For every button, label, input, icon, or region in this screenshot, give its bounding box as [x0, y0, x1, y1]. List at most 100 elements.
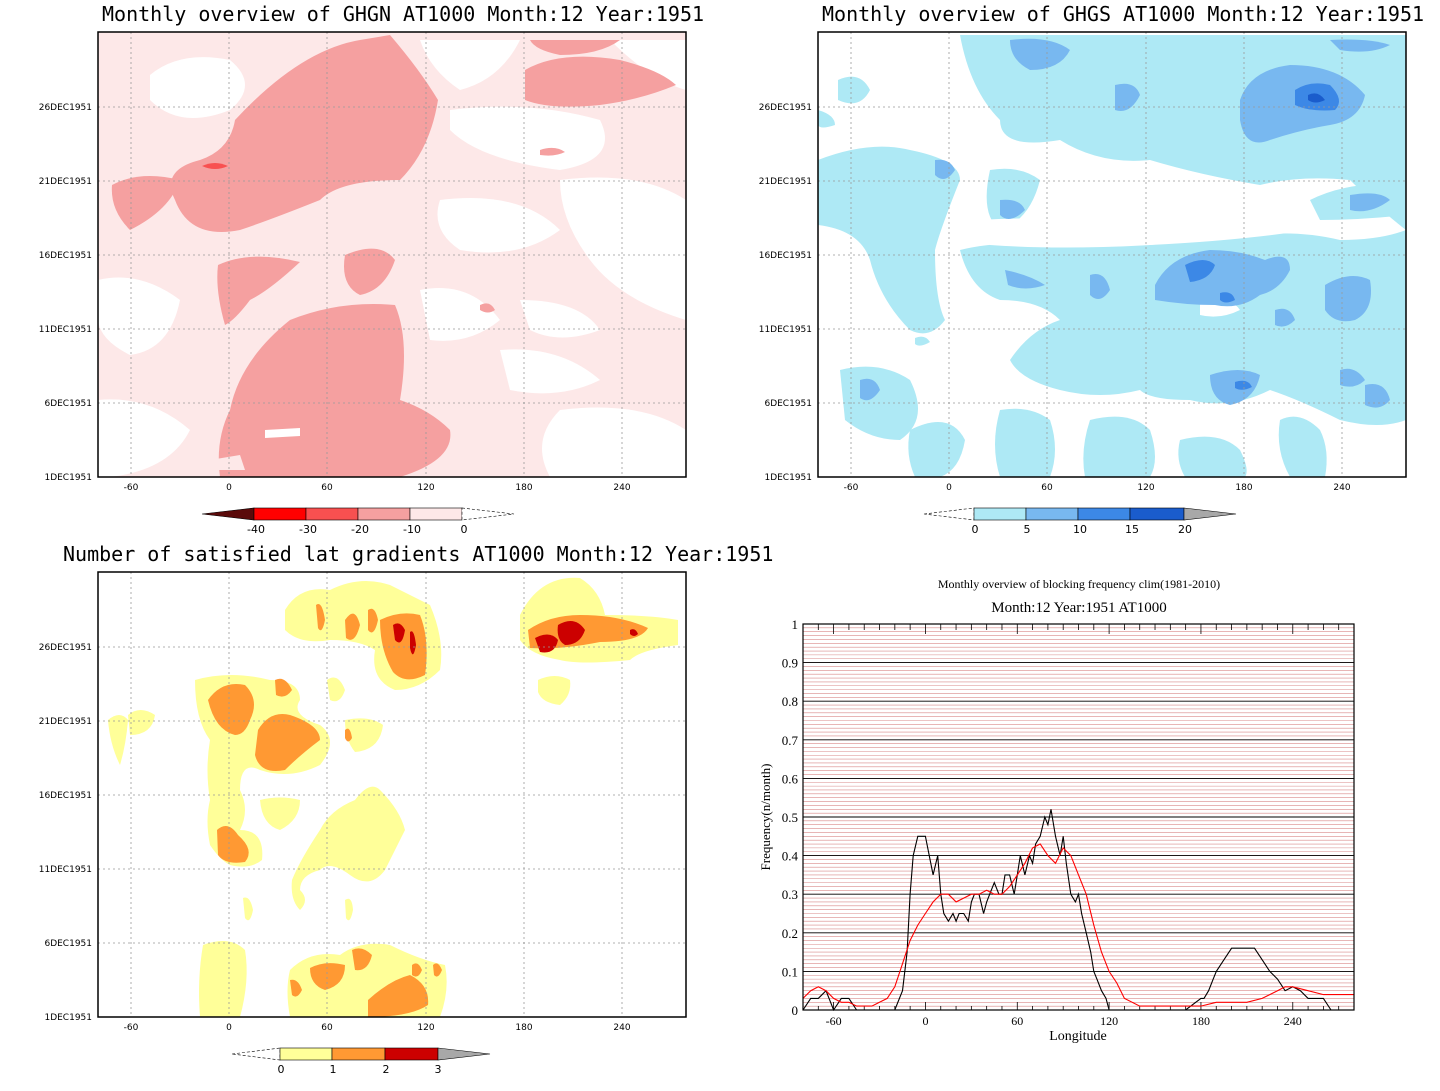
chart-x-tick-label: 60	[1011, 1014, 1023, 1028]
gradients-y-tick: 6DEC1951	[44, 939, 92, 949]
chart-y-tick-label: 1	[792, 617, 799, 632]
ghgs-x-tick: -60	[844, 483, 859, 493]
ghgn-x-tick: -60	[124, 483, 139, 493]
ghgn-colorbar-label: -30	[299, 523, 317, 536]
chart-y-axis-label: Frequency(n/month)	[758, 764, 773, 871]
ghgs-y-tick: 1DEC1951	[764, 473, 812, 483]
ghgn-y-tick: 21DEC1951	[39, 177, 92, 187]
ghgn-x-tick: 0	[226, 483, 232, 493]
ghgn-colorbar-label: 0	[461, 523, 468, 536]
chart-series-line-red	[802, 843, 1354, 1007]
ghgn-colorbar-label: -40	[247, 523, 265, 536]
ghgs-x-tick: 60	[1041, 483, 1053, 493]
ghgs-x-tick: 240	[1333, 483, 1350, 493]
ghgn-y-tick: 1DEC1951	[44, 473, 92, 483]
gradients-x-tick: 180	[515, 1023, 532, 1033]
ghgs-map-title: Monthly overview of GHGS AT1000 Month:12…	[822, 2, 1425, 26]
chart-x-tick-label: 240	[1284, 1014, 1302, 1028]
ghgs-y-tick: 11DEC1951	[759, 325, 812, 335]
ghgn-map-title: Monthly overview of GHGN AT1000 Month:12…	[102, 2, 705, 26]
ghgs-x-tick: 120	[1137, 483, 1154, 493]
gradients-colorbar: 0 1 2 3	[231, 1047, 491, 1076]
gradients-x-tick-labels: -60 0 60 120 180 240	[124, 1023, 631, 1033]
chart-subtitle: Month:12 Year:1951 AT1000	[991, 600, 1166, 616]
ghgn-colorbar: -40 -30 -20 -10 0	[201, 507, 515, 536]
gradients-y-tick-labels: 1DEC1951 6DEC1951 11DEC1951 16DEC1951 21…	[39, 643, 92, 1023]
gradients-x-tick: -60	[124, 1023, 139, 1033]
chart-y-tick-label: 0.8	[782, 694, 798, 709]
chart-y-tick-label: 0.3	[782, 887, 798, 902]
chart-series	[802, 809, 1354, 1012]
ghgs-x-tick-labels: -60 0 60 120 180 240	[844, 483, 1351, 493]
gradients-y-tick: 21DEC1951	[39, 717, 92, 727]
gradients-x-tick: 60	[321, 1023, 333, 1033]
chart-y-tick-label: 0.6	[782, 771, 799, 786]
gradients-colorbar-label: 0	[278, 1063, 285, 1076]
chart-x-tick-label: -60	[826, 1014, 842, 1028]
ghgs-map-panel: -60 0 60 120 180 240 1DEC1951 6DEC1951 1…	[759, 31, 1407, 536]
gradients-x-tick: 240	[613, 1023, 630, 1033]
gradients-y-tick: 11DEC1951	[39, 865, 92, 875]
ghgs-frame	[817, 31, 1407, 478]
gradients-y-tick: 26DEC1951	[39, 643, 92, 653]
chart-y-tick-label: 0.1	[782, 964, 798, 979]
ghgs-contours	[818, 32, 1406, 477]
gradients-colorbar-label: 2	[383, 1063, 390, 1076]
ghgn-map-panel: -60 0 60 120 180 240 1DEC1951 6DEC1951 1…	[39, 31, 687, 536]
ghgn-y-tick: 11DEC1951	[39, 325, 92, 335]
ghgn-grid	[98, 32, 686, 477]
gradients-y-tick: 16DEC1951	[39, 791, 92, 801]
gradients-x-tick: 0	[226, 1023, 232, 1033]
gradients-contours	[98, 572, 686, 1017]
ghgs-y-tick: 16DEC1951	[759, 251, 812, 261]
ghgs-grid	[818, 32, 1406, 477]
ghgs-colorbar-label: 20	[1178, 523, 1192, 536]
ghgs-colorbar-label: 5	[1024, 523, 1031, 536]
chart-y-tick-label: 0.4	[782, 849, 799, 864]
chart-background-lines	[803, 627, 1354, 1007]
ghgn-contours	[98, 32, 686, 477]
ghgn-x-tick: 180	[515, 483, 532, 493]
ghgn-x-tick: 240	[613, 483, 630, 493]
gradients-frame	[97, 571, 687, 1018]
chart-x-axis-label: Longitude	[1049, 1029, 1107, 1044]
chart-y-tick-label: 0.9	[782, 656, 798, 671]
chart-y-tick-label: 0.5	[782, 810, 798, 825]
gradients-map-title: Number of satisfied lat gradients AT1000…	[63, 542, 774, 566]
ghgn-x-tick: 60	[321, 483, 333, 493]
ghgs-x-tick: 0	[946, 483, 952, 493]
chart-x-tick-label: 120	[1100, 1014, 1118, 1028]
blocking-frequency-chart: Monthly overview of blocking frequency c…	[758, 577, 1355, 1044]
ghgn-y-tick: 16DEC1951	[39, 251, 92, 261]
gradients-map-panel: -60 0 60 120 180 240 1DEC1951 6DEC1951 1…	[39, 571, 687, 1076]
ghgs-y-tick-labels: 1DEC1951 6DEC1951 11DEC1951 16DEC1951 21…	[759, 103, 812, 483]
ghgn-frame	[97, 31, 687, 478]
ghgs-colorbar-label: 0	[972, 523, 979, 536]
ghgn-x-tick-labels: -60 0 60 120 180 240	[124, 483, 631, 493]
gradients-y-tick: 1DEC1951	[44, 1013, 92, 1023]
chart-y-tick-labels: 0 0.1 0.2 0.3 0.4 0.5 0.6 0.7 0.8 0.9 1	[782, 617, 799, 1018]
chart-series-line-black	[802, 809, 1339, 1012]
ghgs-y-tick: 26DEC1951	[759, 103, 812, 113]
ghgs-y-tick: 21DEC1951	[759, 177, 812, 187]
ghgs-colorbar-label: 10	[1073, 523, 1087, 536]
chart-y-tick-label: 0.7	[782, 733, 799, 748]
gradients-colorbar-label: 1	[330, 1063, 337, 1076]
chart-x-tick-labels: -60 0 60 120 180 240	[826, 1014, 1302, 1028]
ghgn-colorbar-label: -20	[351, 523, 369, 536]
ghgn-y-tick-labels: 1DEC1951 6DEC1951 11DEC1951 16DEC1951 21…	[39, 103, 92, 483]
ghgn-x-tick: 120	[417, 483, 434, 493]
ghgs-colorbar-label: 15	[1125, 523, 1139, 536]
ghgn-y-tick: 26DEC1951	[39, 103, 92, 113]
chart-title: Monthly overview of blocking frequency c…	[938, 577, 1220, 591]
gradients-x-tick: 120	[417, 1023, 434, 1033]
ghgn-y-tick: 6DEC1951	[44, 399, 92, 409]
ghgs-y-tick: 6DEC1951	[764, 399, 812, 409]
chart-x-tick-label: 0	[922, 1014, 928, 1028]
ghgn-colorbar-label: -10	[403, 523, 421, 536]
chart-y-tick-label: 0	[792, 1003, 799, 1018]
gradients-grid	[98, 572, 686, 1017]
chart-x-tick-label: 180	[1192, 1014, 1210, 1028]
chart-y-tick-label: 0.2	[782, 926, 798, 941]
